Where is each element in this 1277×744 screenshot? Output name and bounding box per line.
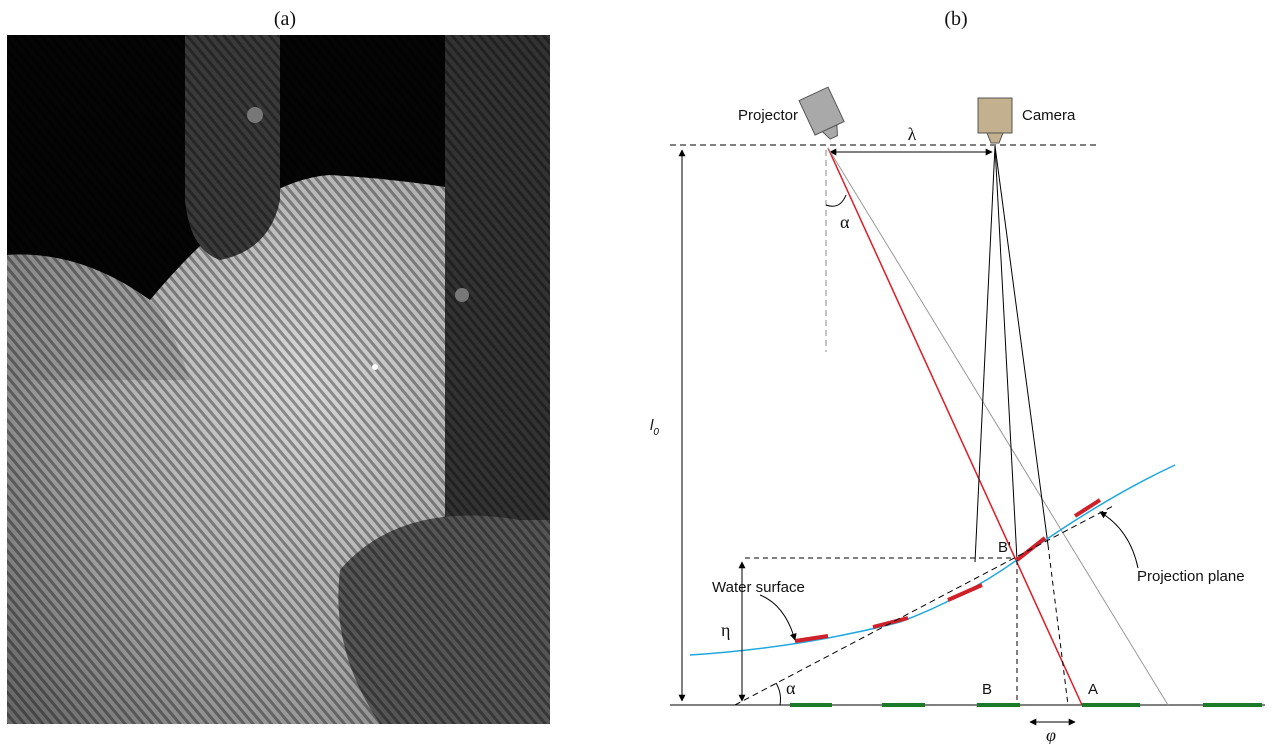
- reference-ray: [828, 148, 1168, 705]
- point-label: B: [982, 681, 992, 698]
- dashed-guide: [1048, 545, 1068, 705]
- height-label: l0: [650, 417, 659, 438]
- camera-label: Camera: [1022, 107, 1076, 124]
- surface-pattern: [795, 500, 1100, 641]
- water-surface-label: Water surface: [712, 579, 805, 596]
- projector-label: Projector: [738, 107, 798, 124]
- label-arrow: [760, 595, 795, 640]
- camera-ray: [975, 146, 995, 562]
- point-label: A: [1088, 681, 1098, 698]
- projection-plane-line: [735, 505, 1115, 705]
- point-label: B': [998, 539, 1011, 556]
- panel-label: (b): [944, 8, 967, 30]
- angle-arc: [776, 683, 781, 705]
- panel-label: (a): [274, 8, 296, 30]
- diagram: [670, 87, 1265, 722]
- angle-label: α: [840, 212, 850, 232]
- angle-arc: [826, 195, 846, 206]
- water-surface-curve: [690, 465, 1175, 655]
- camera-ray: [995, 146, 1017, 560]
- height-subscript: 0: [653, 427, 659, 438]
- elevation-label: η: [721, 620, 730, 640]
- figure: (a) (b): [0, 0, 1277, 744]
- projection-ray: [828, 148, 1082, 705]
- projection-plane-label: Projection plane: [1137, 568, 1245, 585]
- label-arrow: [1100, 512, 1138, 568]
- phase-label: φ: [1046, 725, 1056, 744]
- baseline-label: λ: [908, 124, 917, 144]
- projector-icon: [799, 87, 848, 144]
- angle-label: α: [786, 678, 796, 698]
- photo: [7, 35, 550, 724]
- camera-icon: [978, 98, 1012, 143]
- camera-ray: [995, 146, 1048, 545]
